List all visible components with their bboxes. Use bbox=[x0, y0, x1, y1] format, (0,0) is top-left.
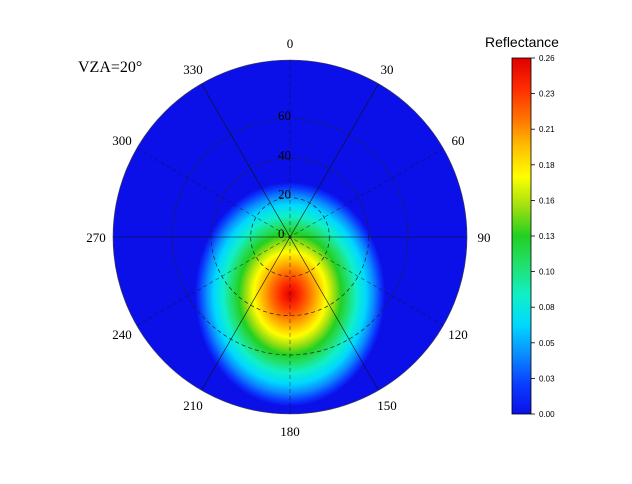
colorbar-tick-label: 0.05 bbox=[539, 339, 555, 348]
spoke-120 bbox=[136, 148, 444, 326]
polar-disk-outline bbox=[112, 59, 468, 415]
radial-tick-label: 40 bbox=[278, 147, 291, 162]
angular-tick-labels: 0 30 60 90 120 150 180 210 240 270 300 330 bbox=[86, 36, 490, 439]
colorbar-tick-label: 0.13 bbox=[539, 232, 555, 241]
colorbar-tick-label: 0.18 bbox=[539, 161, 555, 170]
colorbar-tick-label: 0.26 bbox=[539, 54, 555, 63]
view-zenith-annotation: VZA=20° bbox=[78, 59, 142, 76]
colorbar-tick-label: 0.00 bbox=[539, 410, 555, 419]
radial-tick-label: 20 bbox=[278, 187, 291, 202]
angular-tick-label: 30 bbox=[381, 62, 394, 77]
radial-tick-labels: 0 20 40 60 bbox=[278, 108, 291, 241]
colorbar-title: Reflectance bbox=[485, 34, 559, 50]
colorbar-scale bbox=[511, 57, 532, 415]
angular-tick-label: 0 bbox=[287, 36, 294, 51]
colorbar-tick-label: 0.03 bbox=[539, 374, 555, 383]
angular-tick-label: 210 bbox=[183, 398, 203, 413]
angular-tick-label: 300 bbox=[112, 133, 132, 148]
colorbar-tick-label: 0.21 bbox=[539, 125, 555, 134]
angular-tick-label: 60 bbox=[452, 133, 465, 148]
colorbar-tick-label: 0.08 bbox=[539, 303, 555, 312]
angular-tick-label: 330 bbox=[183, 62, 203, 77]
angular-tick-label: 270 bbox=[86, 230, 106, 245]
angular-tick-label: 240 bbox=[112, 327, 132, 342]
colorbar-tick-label: 0.16 bbox=[539, 196, 555, 205]
radial-tick-label: 0 bbox=[278, 226, 285, 241]
angular-tick-label: 120 bbox=[448, 327, 468, 342]
angular-tick-label: 90 bbox=[478, 230, 491, 245]
colorbar-tick-label: 0.10 bbox=[539, 268, 555, 277]
angular-tick-label: 150 bbox=[377, 398, 397, 413]
radial-tick-label: 60 bbox=[278, 108, 291, 123]
colorbar: Reflectance 0.00 0.03 0.05 0.08 0.10 0.13 0.16… bbox=[485, 34, 559, 419]
angular-tick-label: 180 bbox=[280, 424, 300, 439]
polar-plot-area: 0 20 40 60 0 30 60 90 120 150 180 210 240 270 300 330 bbox=[86, 36, 490, 439]
colorbar-ticks: 0.00 0.03 0.05 0.08 0.10 0.13 0.16 0.18 0.21 0.23… bbox=[531, 54, 555, 419]
angular-grid-spokes bbox=[113, 60, 467, 414]
colorbar-tick-label: 0.23 bbox=[539, 90, 555, 99]
